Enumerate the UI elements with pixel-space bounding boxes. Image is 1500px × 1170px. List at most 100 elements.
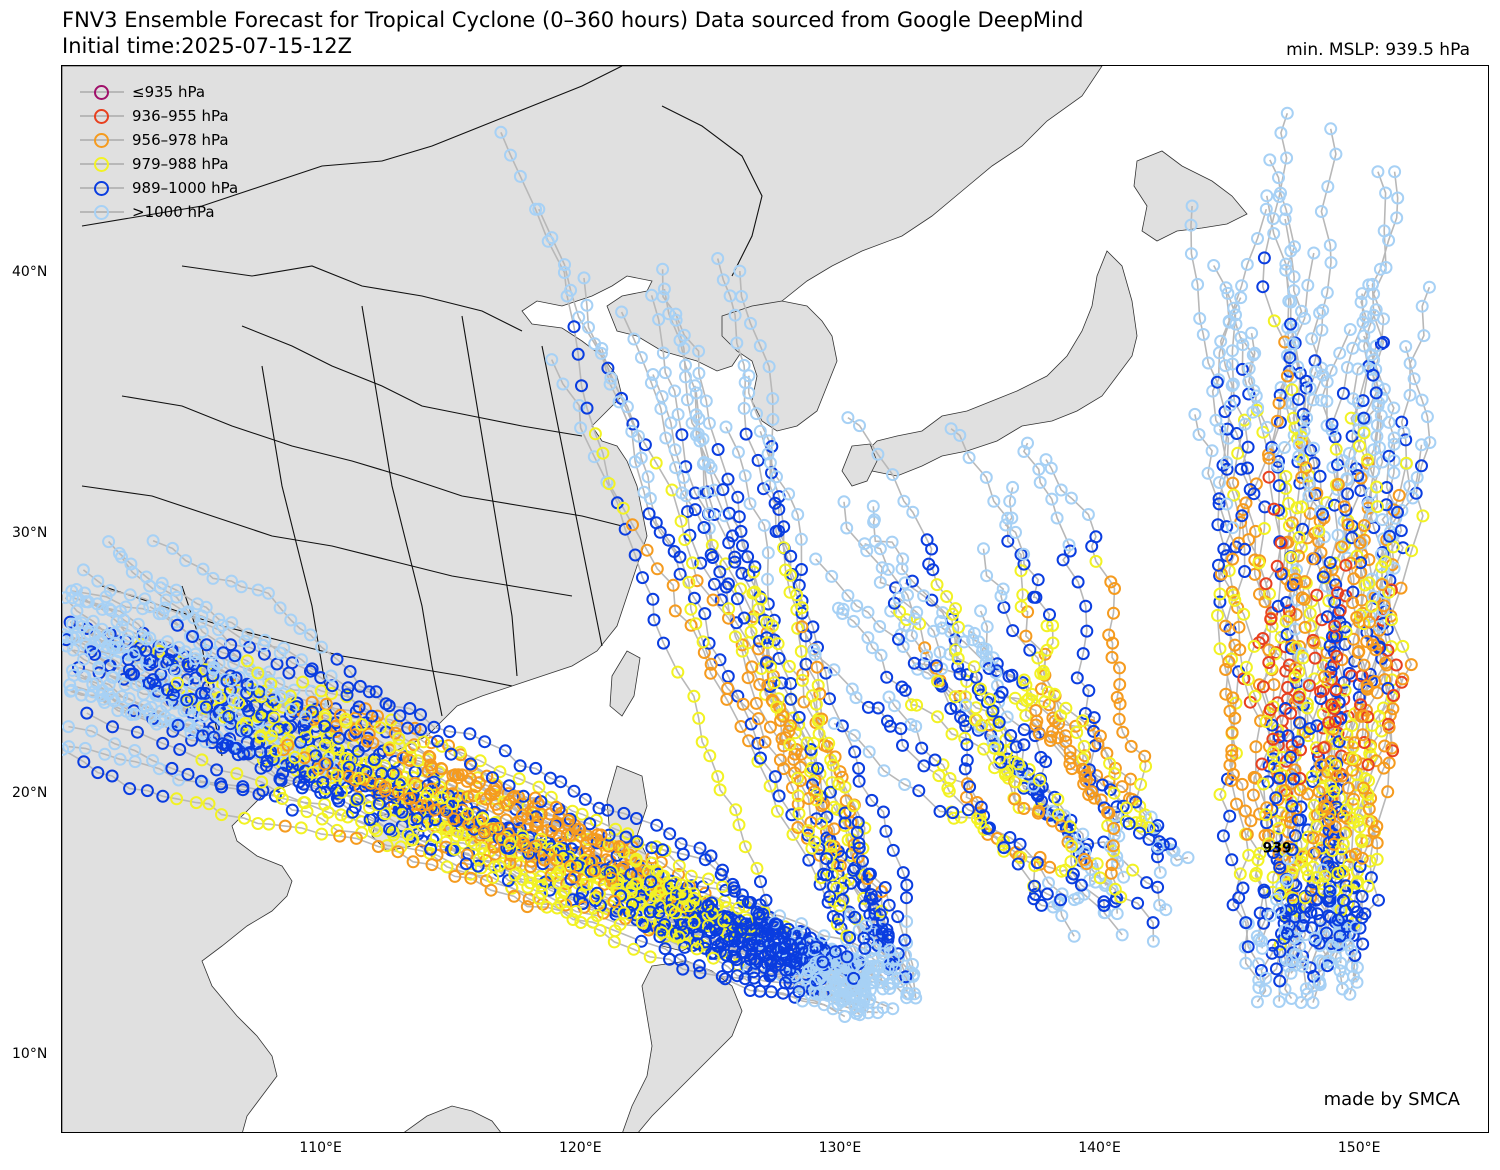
track-position-marker — [678, 533, 692, 547]
track-position-marker — [535, 879, 549, 893]
track-position-marker — [1334, 851, 1348, 865]
track-position-marker — [88, 647, 102, 661]
track-position-marker — [1003, 494, 1017, 508]
track-position-marker — [367, 753, 381, 766]
track-position-marker — [830, 917, 844, 931]
track-position-marker — [1307, 846, 1321, 860]
track-position-marker — [1107, 822, 1121, 835]
track-position-marker — [67, 668, 81, 682]
track-position-marker — [1263, 703, 1277, 717]
track-position-marker — [1373, 262, 1387, 276]
track-position-marker — [1313, 469, 1327, 483]
track-position-marker — [299, 710, 313, 724]
track-position-marker — [722, 602, 736, 616]
track-position-marker — [1267, 502, 1281, 516]
track-position-marker — [872, 960, 886, 974]
track-position-marker — [1272, 821, 1286, 835]
track-position-marker — [602, 477, 616, 491]
track-position-marker — [696, 432, 710, 446]
track-position-marker — [645, 841, 659, 855]
track-position-marker — [1248, 346, 1262, 360]
track-position-marker — [102, 602, 116, 616]
track-position-marker — [1292, 531, 1306, 544]
track-position-marker — [994, 589, 1008, 603]
track-position-marker — [646, 592, 660, 606]
track-position-marker — [1023, 643, 1037, 657]
track-position-marker — [318, 719, 332, 733]
track-position-marker — [1296, 453, 1310, 467]
track-position-marker — [1104, 575, 1118, 589]
track-position-marker — [1297, 910, 1311, 924]
track-position-marker — [297, 796, 311, 809]
track-position-marker — [1377, 599, 1391, 613]
track-position-marker — [62, 630, 74, 644]
track-position-marker — [1292, 392, 1306, 406]
track-position-marker — [251, 583, 265, 597]
track-position-marker — [810, 660, 824, 674]
track-position-marker — [240, 717, 254, 731]
track-position-marker — [96, 692, 110, 706]
track-position-marker — [823, 785, 837, 799]
track-position-marker — [1304, 883, 1318, 897]
track-position-marker — [1359, 310, 1373, 324]
track-position-marker — [656, 346, 670, 360]
track-position-marker — [1253, 847, 1267, 860]
track-position-marker — [898, 933, 912, 947]
track-position-marker — [255, 775, 269, 789]
track-position-marker — [833, 859, 847, 873]
track-position-marker — [1382, 585, 1396, 599]
track-position-marker — [1119, 814, 1133, 828]
track-position-marker — [194, 615, 208, 629]
track-position-marker — [298, 764, 312, 778]
track-position-marker — [537, 853, 551, 867]
track-position-marker — [245, 664, 259, 678]
track-position-marker — [1347, 632, 1361, 646]
track-position-marker — [742, 386, 756, 400]
track-position-marker — [180, 606, 194, 620]
track-position-marker — [477, 825, 491, 839]
track-position-marker — [1371, 379, 1385, 393]
track-position-marker — [1382, 415, 1396, 429]
track-position-marker — [305, 695, 319, 709]
track-position-marker — [450, 829, 464, 843]
track-position-marker — [1224, 774, 1238, 788]
track-position-marker — [958, 762, 972, 776]
track-position-marker — [234, 580, 248, 594]
track-position-marker — [1167, 844, 1181, 858]
track-position-marker — [284, 613, 298, 627]
track-position-marker — [1064, 855, 1078, 869]
track-position-marker — [70, 630, 84, 644]
track-position-marker — [1292, 549, 1305, 563]
track-position-marker — [1299, 982, 1313, 996]
track-position-marker — [325, 679, 339, 693]
track-position-marker — [915, 741, 929, 755]
track-position-marker — [1153, 898, 1167, 912]
track-position-marker — [350, 792, 364, 806]
track-position-marker — [1102, 628, 1116, 642]
track-position-marker — [1356, 728, 1370, 742]
track-position-marker — [370, 824, 384, 838]
track-position-marker — [910, 698, 924, 712]
track-position-marker — [792, 807, 806, 820]
lon-tick-label: 110°E — [299, 1140, 342, 1156]
track-position-marker — [131, 617, 145, 631]
track-position-marker — [1051, 808, 1065, 822]
track-position-marker — [273, 601, 287, 615]
track-position-marker — [1329, 147, 1343, 161]
track-position-marker — [687, 591, 701, 605]
track-position-marker — [513, 169, 527, 183]
track-position-marker — [607, 894, 621, 908]
track-position-marker — [705, 538, 719, 552]
track-position-marker — [1366, 638, 1380, 652]
track-position-marker — [1225, 379, 1239, 393]
track-position-marker — [750, 861, 764, 875]
track-position-marker — [766, 412, 780, 426]
track-position-marker — [365, 774, 379, 788]
track-position-marker — [764, 660, 778, 674]
track-position-marker — [105, 769, 119, 783]
track-position-marker — [785, 808, 799, 822]
track-position-marker — [451, 771, 465, 785]
track-position-marker — [1314, 205, 1328, 218]
track-position-marker — [464, 871, 478, 885]
track-position-marker — [255, 708, 269, 722]
